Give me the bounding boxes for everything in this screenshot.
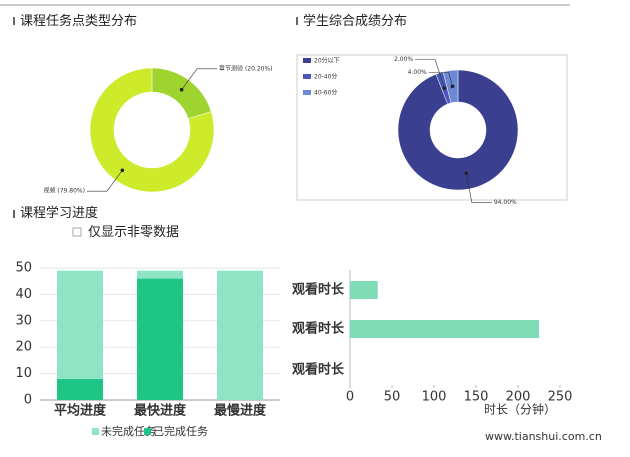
- marker: [296, 17, 298, 25]
- slice-label: 4.00%: [408, 69, 427, 76]
- x-axis-label: 时长（分钟）: [484, 402, 556, 417]
- bar: [350, 281, 378, 299]
- bar-segment: [137, 270, 183, 279]
- legend-swatch: [144, 428, 151, 435]
- leader: [465, 173, 492, 203]
- y-tick-label: 50: [15, 261, 32, 276]
- x-tick-label: 250: [548, 390, 573, 405]
- legend-label: 20-40分: [314, 73, 337, 81]
- y-tick-label: 20: [15, 340, 32, 355]
- slice: [442, 69, 459, 104]
- leader-dot: [442, 86, 447, 90]
- slice-label: 视频 (79.80%): [43, 187, 84, 195]
- y-tick-label: 10: [15, 366, 32, 381]
- legend-swatch: [303, 90, 311, 95]
- leader: [415, 59, 445, 89]
- checkbox[interactable]: [72, 227, 82, 237]
- x-tick-label: 0: [346, 390, 354, 405]
- x-tick-label: 150: [464, 390, 489, 405]
- x-tick-label: 100: [422, 390, 447, 405]
- title: 课程任务点类型分布: [20, 14, 138, 29]
- slice-label: 2.00%: [394, 56, 413, 63]
- legend-label: 未完成任务: [101, 424, 156, 438]
- bar-segment: [57, 378, 103, 400]
- x-tick-label: 50: [384, 390, 401, 405]
- y-tick-label: 30: [15, 313, 32, 328]
- y-tick-label: 观看时长: [292, 282, 345, 298]
- legend-label: 已完成任务: [153, 424, 208, 438]
- marker: [13, 210, 15, 218]
- x-tick-label: 200: [506, 390, 531, 405]
- title: 学生综合成绩分布: [303, 14, 408, 29]
- slice: [89, 67, 215, 193]
- bar-segment: [217, 270, 263, 400]
- slice: [397, 69, 519, 191]
- title: 课程学习进度: [20, 206, 99, 221]
- legend-label: 40-60分: [314, 89, 337, 97]
- y-tick-label: 0: [24, 393, 32, 408]
- bar-segment: [57, 270, 103, 379]
- leader: [428, 72, 453, 87]
- legend-label: 20分以下: [314, 57, 340, 65]
- marker: [13, 17, 15, 25]
- leader: [181, 68, 218, 90]
- x-tick-label: 平均进度: [54, 403, 107, 419]
- leader-dot: [450, 84, 455, 89]
- y-tick-label: 观看时长: [292, 362, 345, 378]
- slice-label: 94.00%: [494, 199, 517, 206]
- frame: [296, 54, 568, 201]
- leader-dot: [120, 168, 125, 173]
- y-tick-label: 40: [15, 287, 32, 302]
- leader-dot: [179, 87, 184, 92]
- checkbox-label[interactable]: 仅显示非零数据: [88, 225, 180, 240]
- leader: [86, 170, 123, 192]
- watermark: www.tianshui.com.cn: [485, 430, 602, 443]
- y-tick-label: 观看时长: [292, 321, 345, 337]
- leader-dot: [464, 171, 469, 176]
- x-tick-label: 最慢进度: [214, 403, 267, 419]
- bar: [350, 320, 539, 338]
- legend-swatch: [303, 58, 311, 63]
- legend-swatch: [92, 428, 99, 435]
- slice-label: 章节测验 (20.20%): [219, 64, 272, 72]
- slice: [151, 67, 212, 120]
- bar-segment: [137, 278, 183, 400]
- x-tick-label: 最快进度: [134, 403, 187, 419]
- legend-swatch: [303, 74, 311, 79]
